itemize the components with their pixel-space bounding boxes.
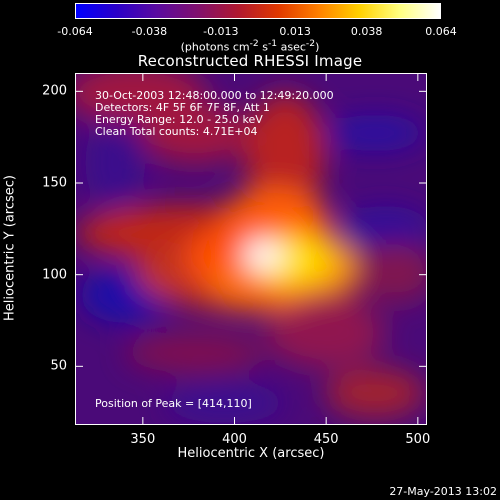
- colorbar-tick-label: 0.064: [425, 25, 457, 38]
- y-tick-marks: [75, 90, 427, 367]
- x-tick-label: 400: [222, 432, 247, 447]
- y-tick-label: 200: [42, 83, 67, 99]
- colorbar-tick-label: -0.038: [131, 25, 168, 38]
- colorbar: [75, 3, 441, 19]
- x-tick-marks: [142, 73, 419, 425]
- colorbar-tick-label: -0.013: [203, 25, 239, 38]
- plot-title: Reconstructed RHESSI Image: [137, 52, 363, 70]
- colorbar-tick-label: -0.064: [57, 25, 93, 38]
- y-tick-label: 150: [42, 175, 67, 191]
- timestamp: 27-May-2013 13:02: [389, 485, 497, 498]
- colorbar-units: (photons cm-2 s-1 asec-2): [180, 38, 320, 54]
- detectors-label: Detectors: 4F 5F 6F 7F 8F, Att 1: [95, 101, 270, 114]
- rhessi-image: [75, 73, 427, 425]
- peak-position-label: Position of Peak = [414,110]: [95, 397, 252, 410]
- y-axis-label: Heliocentric Y (arcsec): [2, 175, 18, 321]
- x-tick-label: 500: [405, 432, 431, 447]
- colorbar-tick-label: 0.038: [350, 25, 383, 38]
- x-tick-label: 450: [313, 432, 339, 447]
- energy-range-label: Energy Range: 12.0 - 25.0 keV: [95, 113, 263, 126]
- counts-label: Clean Total counts: 4.71E+04: [95, 125, 258, 138]
- y-tick-label: 50: [50, 358, 67, 374]
- time-range-label: 30-Oct-2003 12:48:00.000 to 12:49:20.000: [95, 89, 334, 102]
- y-tick-label: 100: [42, 267, 67, 283]
- x-tick-label: 350: [130, 432, 156, 447]
- x-axis-label: Heliocentric X (arcsec): [177, 446, 325, 461]
- colorbar-tick-label: 0.013: [279, 25, 311, 38]
